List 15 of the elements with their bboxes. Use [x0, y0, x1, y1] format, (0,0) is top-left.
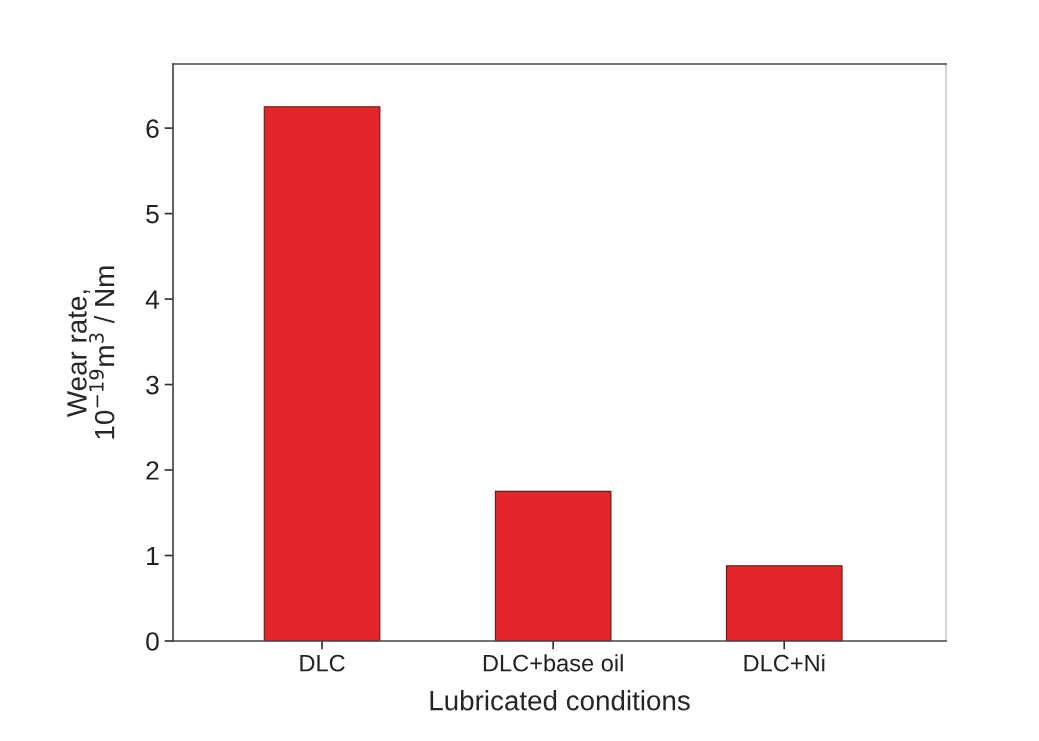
y-tick-label: 5 [146, 205, 159, 224]
x-tick-label: DLC+base oil [483, 654, 623, 672]
y-tick-label: 2 [146, 461, 159, 480]
x-tick-label: DLC+Ni [744, 654, 825, 672]
y-tick-label: 4 [145, 290, 160, 309]
y-tick-label: 0 [146, 632, 159, 651]
y-axis-title: Wear rate, 10$^{−19}$m$^{3}$ / Nm [67, 266, 115, 439]
y-tick-label: 3 [146, 375, 159, 395]
y-tick-label: 6 [146, 119, 159, 138]
bar [494, 490, 612, 641]
bar [725, 565, 843, 641]
x-axis-title: Lubricated conditions [430, 690, 690, 711]
x-tick-label: DLC [300, 654, 345, 672]
bar [263, 106, 381, 641]
y-tick-label: 1 [147, 546, 159, 566]
